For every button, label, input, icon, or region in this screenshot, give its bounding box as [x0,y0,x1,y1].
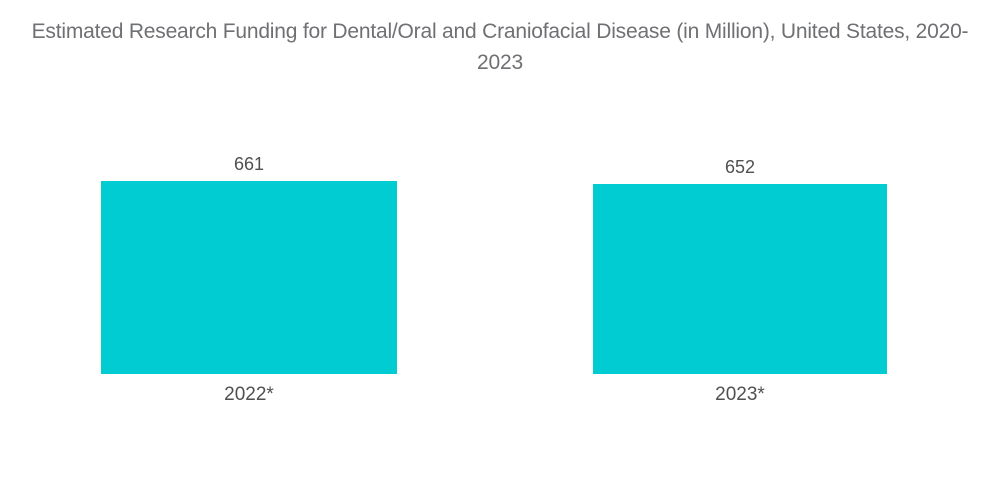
bar-2022 [101,181,397,374]
value-label-2023: 652 [724,156,756,177]
value-label-2022: 661 [233,154,265,174]
category-label-2022: 2022* [224,384,274,405]
bar-2023 [593,183,887,374]
bar-group-2023: 652 2023* [593,0,887,504]
bar-group-2022: 661 2022* [101,0,397,504]
category-label-2023: 2023* [715,384,765,405]
chart-title: Estimated Research Funding for Dental/Or… [31,20,969,74]
